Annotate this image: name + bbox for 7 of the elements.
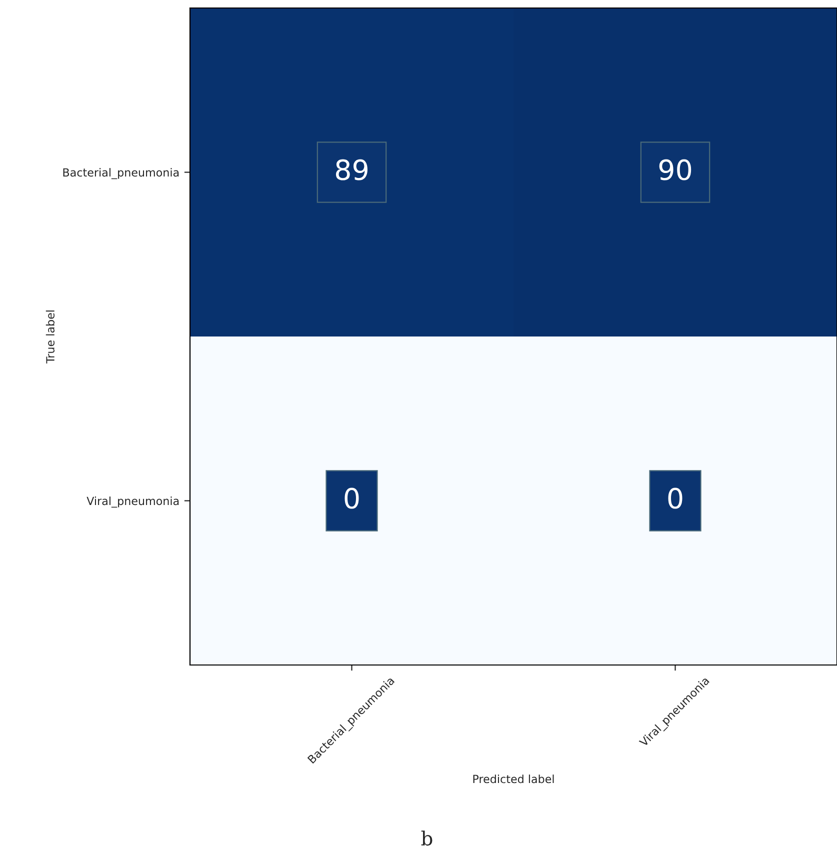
- y-axis-title: True label: [46, 310, 54, 364]
- data-label: 0: [344, 488, 359, 509]
- text: b: [421, 830, 432, 846]
- x-axis-title: Predicted label: [473, 774, 554, 784]
- data-label: 89: [336, 159, 368, 180]
- data-label: 90: [659, 159, 692, 180]
- data-label: 0: [668, 488, 682, 509]
